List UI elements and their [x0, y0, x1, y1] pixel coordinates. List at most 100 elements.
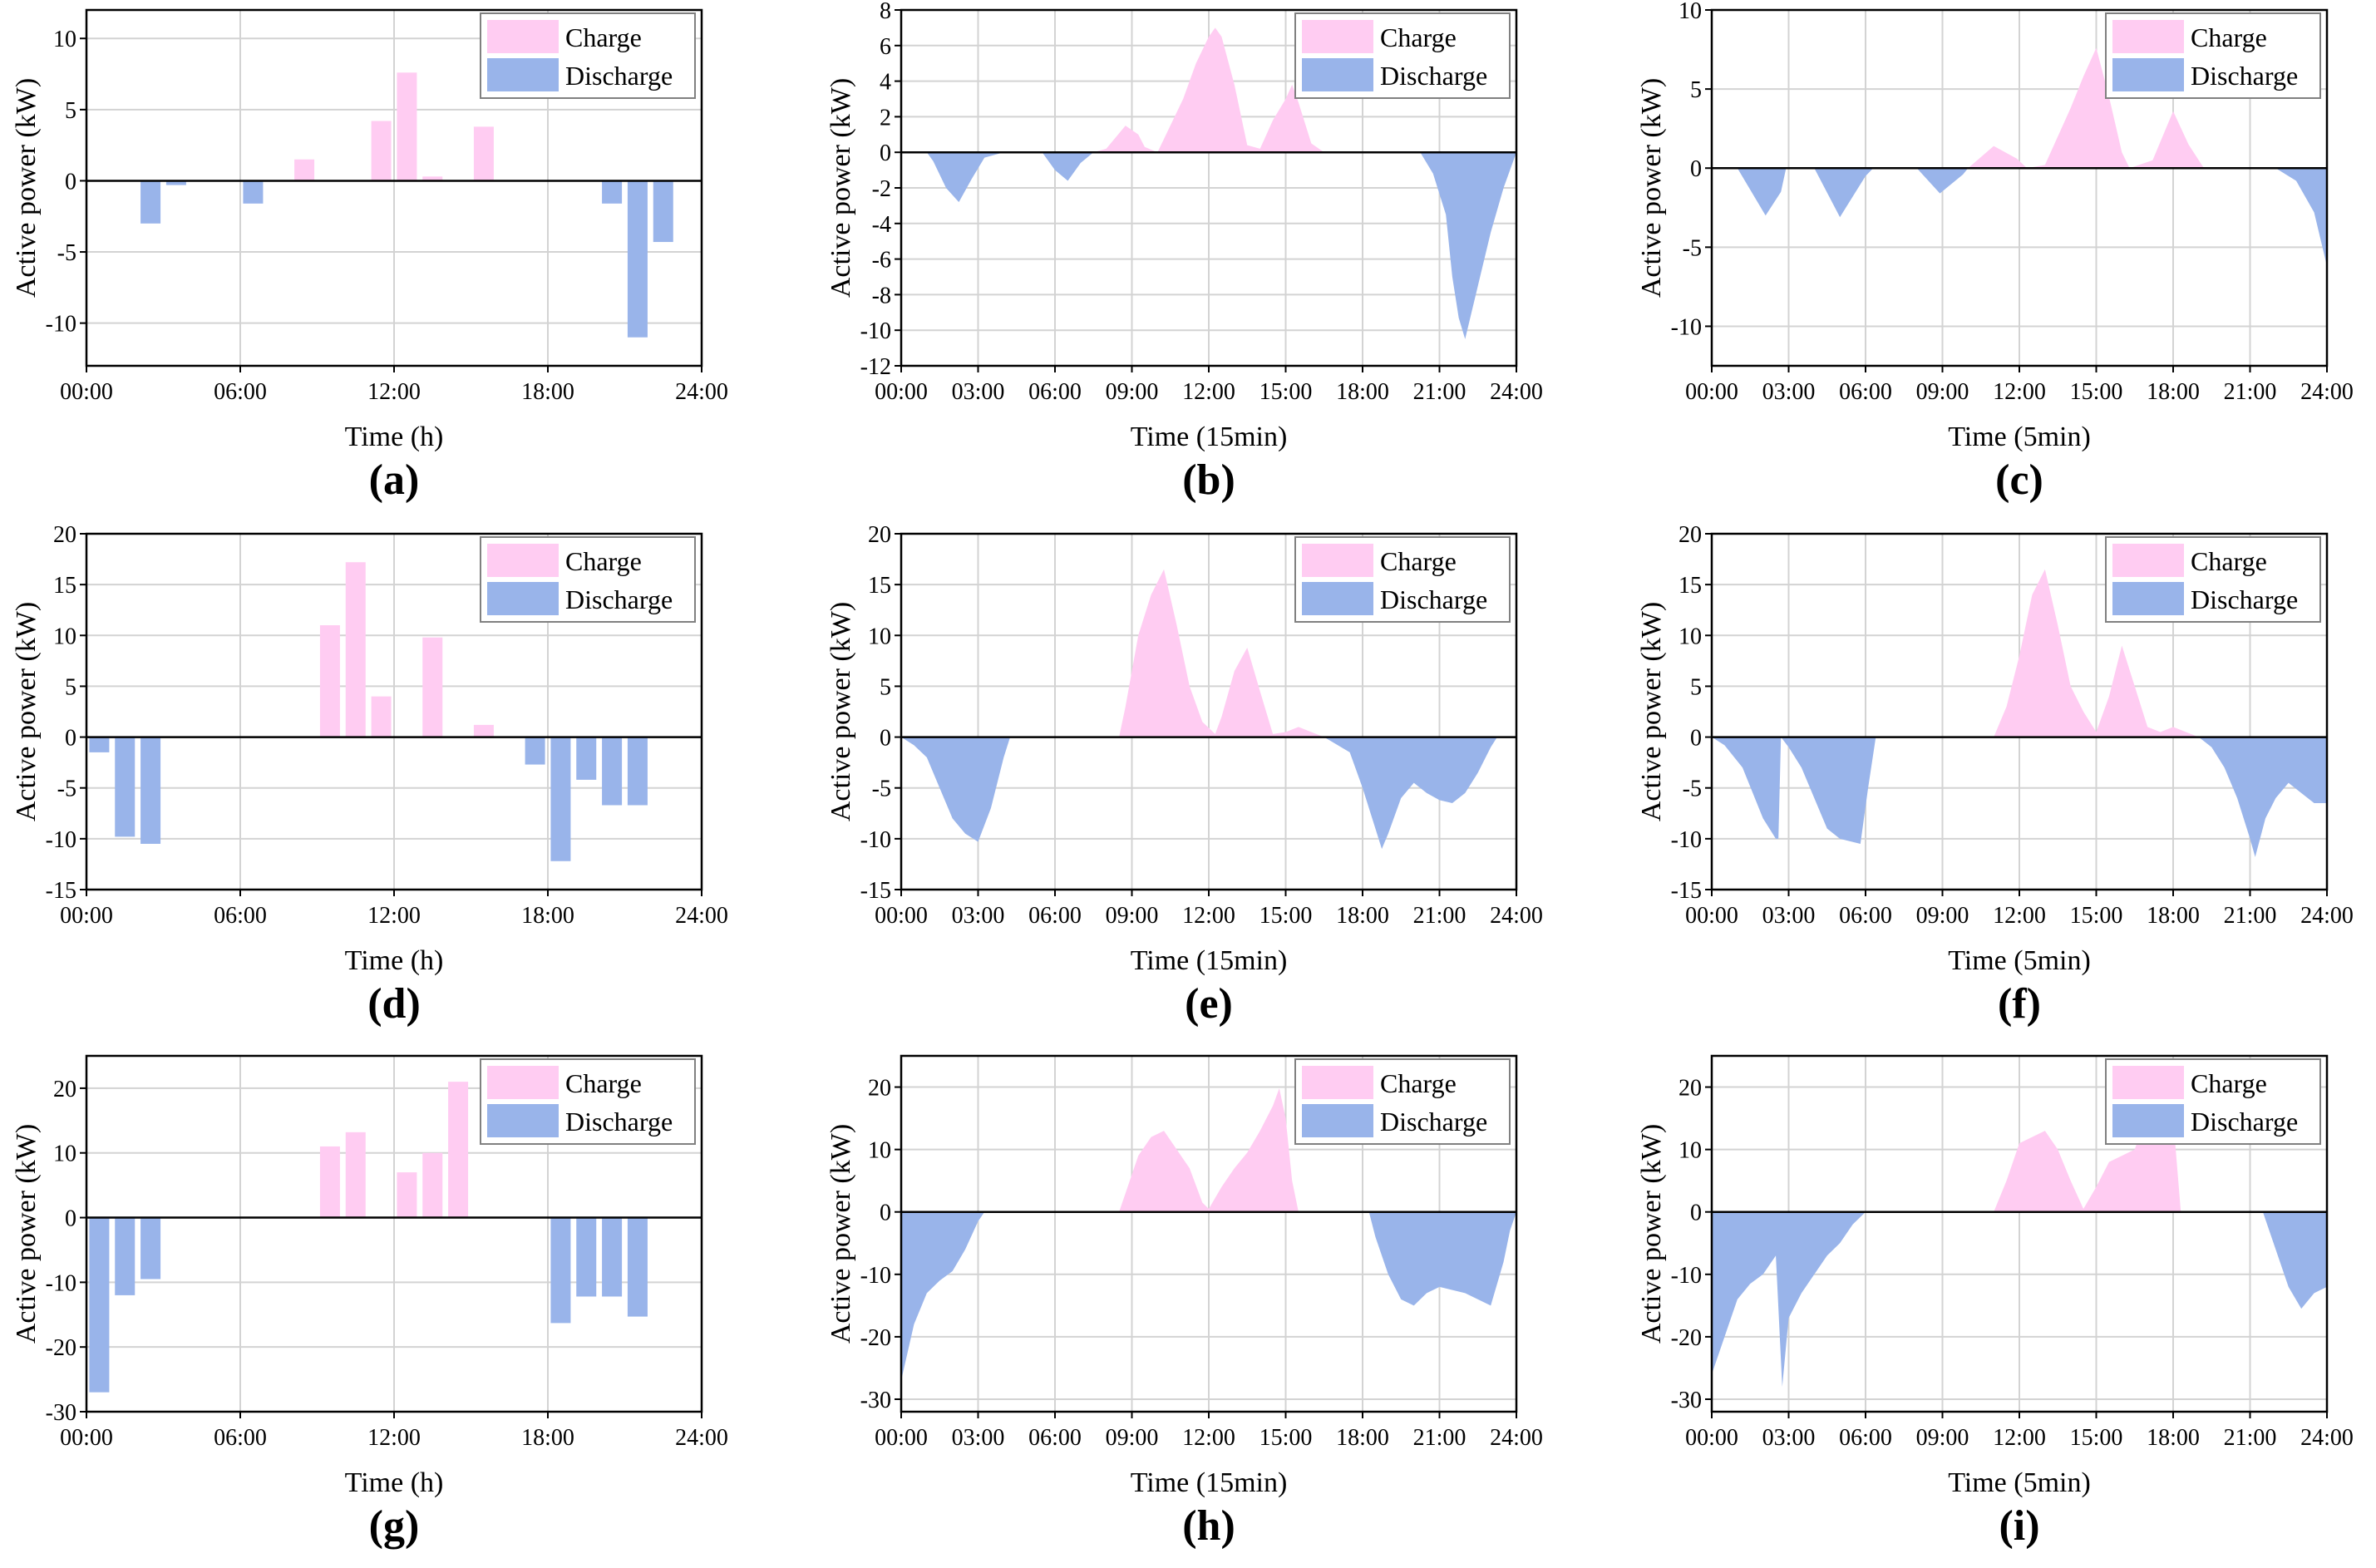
y-axis: -10 -5 0 5 10	[46, 27, 86, 338]
legend-swatch-charge	[2112, 1066, 2184, 1099]
x-axis: 00:00 03:00 06:00 09:00 12:00 15:00 18:00 21:00…	[1685, 1412, 2354, 1451]
x-axis: 00:00 03:00 06:00 09:00 12:00 15:00 18:00 21:00…	[1685, 366, 2354, 405]
legend: Charge Discharge	[2105, 1058, 2321, 1145]
bar-discharge	[115, 737, 136, 837]
chart-svg-g: -30 -20 -10 0 10 20 00:00 06:00 12:00 18:00 24:00 T…	[11, 1054, 728, 1498]
legend-label-charge: Charge	[565, 1068, 642, 1098]
y-tick-label: -10	[1671, 827, 1702, 853]
legend: Charge Discharge	[2105, 536, 2321, 623]
x-tick-label: 00:00	[875, 379, 928, 405]
bar-charge	[397, 72, 417, 181]
legend-label-discharge: Discharge	[2191, 61, 2298, 91]
x-tick-label: 06:00	[1028, 1425, 1082, 1451]
x-tick-label: 24:00	[2300, 1425, 2354, 1451]
x-tick-label: 12:00	[1182, 903, 1235, 929]
x-tick-label: 18:00	[2147, 379, 2200, 405]
y-tick-label: -10	[860, 827, 891, 853]
chart-svg-c: -10 -5 0 5 10 00:00 03:00 06:00 09:00 12:00 15:00 1…	[1636, 0, 2354, 452]
x-axis-label: Time (5min)	[1948, 1467, 2091, 1498]
data-marks	[1712, 1083, 2327, 1387]
legend-label-discharge: Discharge	[2191, 1107, 2298, 1137]
x-tick-label: 24:00	[1490, 903, 1543, 929]
legend: Charge Discharge	[1294, 12, 1511, 99]
y-tick-label: 20	[1678, 1076, 1702, 1102]
data-marks	[901, 27, 1516, 339]
panel-caption: (b)	[1182, 456, 1235, 504]
y-tick-label: -15	[46, 878, 76, 904]
y-tick-label: 0	[65, 1206, 76, 1232]
bar-charge	[422, 1152, 443, 1218]
bar-charge	[448, 1082, 469, 1218]
y-tick-label: 0	[1690, 156, 1702, 182]
x-tick-label: 06:00	[1028, 379, 1082, 405]
bar-discharge	[140, 737, 161, 844]
x-axis-label: Time (15min)	[1131, 422, 1288, 452]
x-axis-label: Time (h)	[345, 422, 444, 452]
y-axis: -30 -20 -10 0 10 20	[46, 1077, 86, 1426]
y-tick-label: -2	[872, 176, 891, 202]
panel-caption: (c)	[1995, 456, 2043, 504]
x-tick-label: 00:00	[1685, 903, 1738, 929]
x-tick-label: 09:00	[1916, 1425, 1969, 1451]
bar-charge	[345, 1132, 366, 1218]
legend-label-charge: Charge	[2191, 22, 2267, 52]
x-tick-label: 09:00	[1106, 379, 1159, 405]
x-axis: 00:00 06:00 12:00 18:00 24:00	[60, 1412, 728, 1451]
legend-label-discharge: Discharge	[1380, 61, 1487, 91]
y-axis: -12 -10 -8 -6 -4 -2 0 2 4 6 8	[860, 0, 901, 380]
legend-swatch-charge	[487, 544, 559, 577]
x-tick-label: 18:00	[1336, 379, 1389, 405]
x-tick-label: 00:00	[875, 903, 928, 929]
y-axis-label: Active power (kW)	[1636, 78, 1667, 298]
y-tick-label: 2	[880, 105, 891, 131]
x-tick-label: 06:00	[1839, 1425, 1892, 1451]
data-marks	[901, 569, 1497, 850]
x-tick-label: 18:00	[1336, 903, 1389, 929]
panel-caption: (h)	[1182, 1502, 1235, 1550]
area-discharge	[901, 737, 1497, 850]
x-tick-label: 21:00	[1413, 1425, 1467, 1451]
x-axis: 00:00 06:00 12:00 18:00 24:00	[60, 366, 728, 405]
area-discharge	[1712, 1211, 2327, 1387]
data-marks	[89, 562, 648, 861]
legend: Charge Discharge	[2105, 12, 2321, 99]
y-tick-label: 5	[65, 674, 76, 700]
x-axis-label: Time (5min)	[1948, 945, 2091, 976]
bar-discharge	[525, 737, 545, 765]
y-axis: -15 -10 -5 0 5 10 15 20	[46, 522, 86, 904]
legend-swatch-charge	[1302, 1066, 1373, 1099]
y-tick-label: -10	[1671, 314, 1702, 340]
bar-discharge	[140, 1217, 161, 1280]
x-tick-label: 15:00	[2070, 379, 2123, 405]
bar-discharge	[602, 737, 623, 806]
x-axis-label: Time (h)	[345, 945, 444, 976]
x-tick-label: 12:00	[367, 379, 421, 405]
x-axis: 00:00 03:00 06:00 09:00 12:00 15:00 18:00 21:00…	[875, 366, 1543, 405]
bar-discharge	[653, 180, 673, 243]
x-tick-label: 15:00	[2070, 903, 2123, 929]
y-tick-label: -5	[872, 777, 891, 802]
y-tick-label: -15	[1671, 878, 1702, 904]
bar-discharge	[89, 737, 110, 752]
legend: Charge Discharge	[1294, 536, 1511, 623]
area-discharge	[901, 1211, 1516, 1381]
bar-discharge	[602, 1217, 623, 1297]
y-tick-label: -8	[872, 283, 891, 308]
y-tick-label: -12	[860, 354, 891, 380]
y-axis-label: Active power (kW)	[1636, 602, 1667, 821]
x-tick-label: 21:00	[2224, 1425, 2277, 1451]
y-tick-label: -5	[1683, 235, 1702, 261]
data-marks	[901, 1088, 1516, 1381]
bar-discharge	[576, 1217, 597, 1297]
bar-charge	[397, 1172, 417, 1218]
legend: Charge Discharge	[480, 1058, 696, 1145]
y-tick-label: 20	[53, 1077, 76, 1102]
data-marks	[140, 72, 673, 338]
legend-label-charge: Charge	[565, 22, 642, 52]
panel-caption: (a)	[368, 456, 420, 504]
x-axis: 00:00 06:00 12:00 18:00 24:00	[60, 890, 728, 929]
legend-label-discharge: Discharge	[2191, 584, 2298, 614]
y-tick-label: -10	[46, 827, 76, 853]
x-tick-label: 15:00	[1259, 1425, 1313, 1451]
x-tick-label: 24:00	[1490, 379, 1543, 405]
